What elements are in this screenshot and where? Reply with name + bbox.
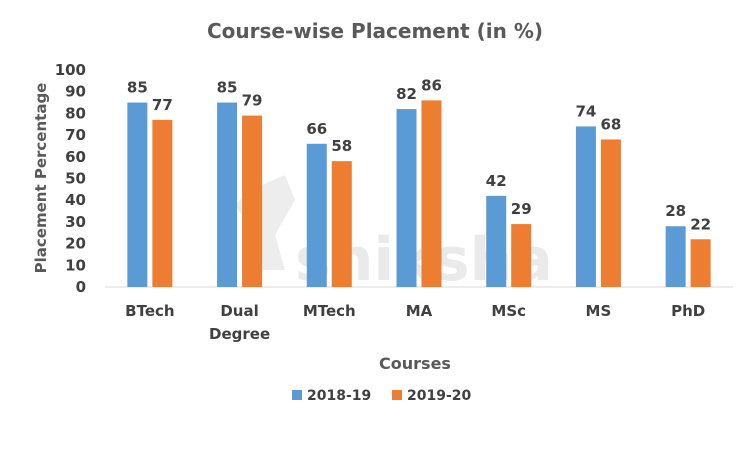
- bar-2018-19-ms: [575, 126, 596, 287]
- y-tick-label: 60: [65, 148, 86, 166]
- data-label: 82: [396, 85, 417, 103]
- y-tick-label: 10: [65, 256, 86, 274]
- data-label: 68: [600, 115, 621, 133]
- y-tick-label: 0: [76, 278, 86, 296]
- legend-label: 2018-19: [307, 388, 371, 404]
- y-tick-label: 40: [65, 191, 86, 209]
- bar-2018-19-phd: [665, 226, 686, 287]
- legend-label: 2019-20: [407, 388, 472, 404]
- bar-2019-20-msc: [511, 224, 532, 287]
- bar-2018-19-msc: [486, 195, 507, 287]
- y-tick-label: 100: [55, 61, 86, 79]
- x-axis-label: Courses: [379, 354, 451, 373]
- y-tick-label: 30: [65, 213, 86, 231]
- x-axis-ticks: BTech Dual Degree MTech MA MSc MS PhD: [125, 302, 705, 343]
- data-label: 74: [575, 102, 596, 120]
- data-label: 85: [217, 79, 238, 97]
- x-tick-label: BTech: [125, 302, 174, 320]
- y-tick-label: 80: [65, 104, 86, 122]
- legend-swatch: [392, 390, 402, 400]
- data-label: 42: [486, 172, 507, 190]
- bar-2019-20-btech: [152, 119, 173, 287]
- x-tick-label: MTech: [303, 302, 356, 320]
- bar-2019-20-mtech: [331, 161, 352, 287]
- bar-2019-20-ma: [421, 100, 442, 287]
- x-tick-label: MA: [406, 302, 433, 320]
- data-label: 58: [331, 137, 352, 155]
- bar-2018-19-mtech: [306, 143, 327, 287]
- bar-2018-19-ma: [396, 109, 417, 287]
- x-tick-label: MS: [586, 302, 612, 320]
- data-label: 22: [690, 215, 711, 233]
- y-tick-label: 70: [65, 126, 86, 144]
- y-tick-label: 50: [65, 170, 86, 188]
- x-tick-label: Degree: [209, 325, 270, 343]
- data-label: 28: [665, 202, 686, 220]
- legend-swatch: [292, 390, 302, 400]
- bar-2018-19-dual-degree: [217, 102, 238, 287]
- bar-2019-20-phd: [690, 239, 711, 287]
- data-label: 85: [127, 79, 148, 97]
- bars: [127, 100, 711, 287]
- data-label: 29: [511, 200, 532, 218]
- x-tick-label: PhD: [671, 302, 705, 320]
- data-label: 66: [306, 120, 327, 138]
- y-axis-ticks: 0 10 20 30 40 50 60 70 80 90 100: [55, 61, 86, 296]
- x-tick-label: MSc: [491, 302, 526, 320]
- y-tick-label: 90: [65, 83, 86, 101]
- data-label: 79: [242, 92, 263, 110]
- y-tick-label: 20: [65, 235, 86, 253]
- bar-2019-20-ms: [600, 139, 621, 287]
- chart-title: Course-wise Placement (in %): [207, 19, 543, 43]
- x-tick-label: Dual: [220, 302, 258, 320]
- legend: 2018-19 2019-20: [292, 388, 472, 404]
- data-label: 86: [421, 76, 442, 94]
- data-label: 77: [152, 96, 173, 114]
- bar-2018-19-btech: [127, 102, 148, 287]
- bar-2019-20-dual-degree: [242, 115, 263, 287]
- y-axis-label: Placement Percentage: [32, 83, 50, 274]
